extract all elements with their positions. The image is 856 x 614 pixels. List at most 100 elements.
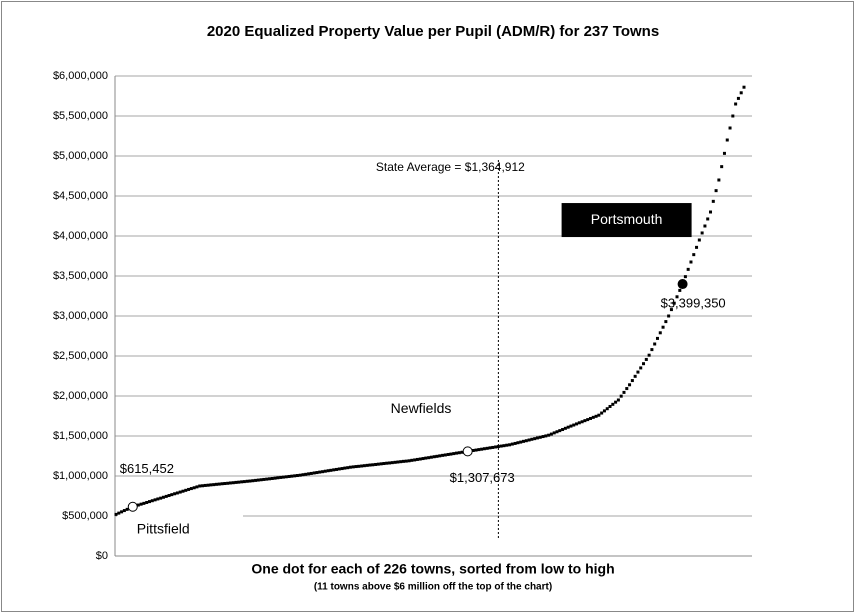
dot	[399, 460, 403, 464]
dot	[287, 474, 291, 478]
dot	[658, 331, 662, 335]
dot	[566, 425, 570, 429]
dot	[223, 482, 227, 486]
dot	[153, 498, 157, 502]
dot	[256, 478, 260, 482]
dot	[505, 443, 509, 447]
dot	[513, 441, 517, 445]
dot	[496, 445, 500, 449]
dot	[502, 444, 506, 448]
highlight-dot	[127, 501, 138, 512]
dot	[541, 435, 545, 439]
dot	[650, 348, 654, 352]
dot	[577, 421, 581, 425]
label-mask	[117, 509, 243, 523]
dot	[321, 470, 325, 474]
dot	[312, 471, 316, 475]
y-tick-label: $1,000,000	[53, 470, 108, 482]
dot	[600, 411, 604, 415]
dot	[683, 275, 687, 279]
dot	[410, 458, 414, 462]
dot	[307, 472, 311, 476]
dot	[203, 483, 207, 487]
y-tick-label: $0	[96, 550, 108, 562]
annotation: Pittsfield	[137, 520, 190, 536]
dot	[142, 501, 146, 505]
y-tick-label: $4,000,000	[53, 230, 108, 242]
dot	[295, 474, 299, 478]
dot	[332, 468, 336, 472]
dot	[329, 468, 333, 472]
dot	[427, 456, 431, 460]
dot	[697, 238, 701, 242]
dot	[602, 409, 606, 413]
dot	[254, 478, 258, 482]
dot	[198, 484, 202, 488]
dot	[276, 476, 280, 480]
x-axis-sublabel: (11 towns above $6 million off the top o…	[314, 582, 552, 593]
dot	[563, 426, 567, 430]
dot	[145, 500, 149, 504]
reference-label: State Average = $1,364,912	[376, 160, 525, 174]
dot	[214, 482, 218, 486]
dot	[720, 165, 724, 169]
y-tick-label: $6,000,000	[53, 70, 108, 82]
dot	[184, 488, 188, 492]
dot	[360, 464, 364, 468]
dot	[348, 465, 352, 469]
dot	[700, 231, 704, 235]
dot	[139, 502, 143, 506]
dot	[552, 431, 556, 435]
dot	[114, 512, 118, 516]
y-tick-label: $3,500,000	[53, 270, 108, 282]
dot	[591, 415, 595, 419]
dot	[519, 440, 523, 444]
y-tick-label: $2,000,000	[53, 390, 108, 402]
dot	[371, 463, 375, 467]
dot	[642, 362, 646, 366]
dot	[159, 496, 163, 500]
dot	[669, 308, 673, 312]
dot	[150, 499, 154, 503]
dot	[614, 400, 618, 404]
dot	[125, 507, 129, 511]
dot	[639, 366, 643, 370]
dot	[187, 487, 191, 491]
dot	[161, 495, 165, 499]
dot	[432, 455, 436, 459]
dot	[452, 452, 456, 456]
dot	[558, 429, 562, 433]
dot	[245, 479, 249, 483]
dot	[251, 479, 255, 483]
dot	[695, 245, 699, 249]
dot	[404, 459, 408, 463]
dot	[488, 446, 492, 450]
dot	[192, 486, 196, 490]
dot	[318, 470, 322, 474]
dot	[240, 480, 244, 484]
dot	[231, 481, 235, 485]
dot	[711, 199, 715, 203]
dot	[178, 490, 182, 494]
dot	[647, 353, 651, 357]
dot	[653, 342, 657, 346]
dot	[630, 379, 634, 383]
dot	[175, 491, 179, 495]
dot	[206, 483, 210, 487]
dot	[309, 471, 313, 475]
dot	[117, 511, 121, 515]
dot	[734, 102, 738, 106]
dot	[365, 463, 369, 467]
dot	[237, 480, 241, 484]
dot	[508, 443, 512, 447]
dot	[588, 416, 592, 420]
dot	[661, 325, 665, 329]
dot	[474, 448, 478, 452]
dot	[284, 475, 288, 479]
dot	[164, 494, 168, 498]
dot	[457, 451, 461, 455]
dot	[633, 374, 637, 378]
y-tick-label: $4,500,000	[53, 190, 108, 202]
dot	[672, 301, 676, 305]
